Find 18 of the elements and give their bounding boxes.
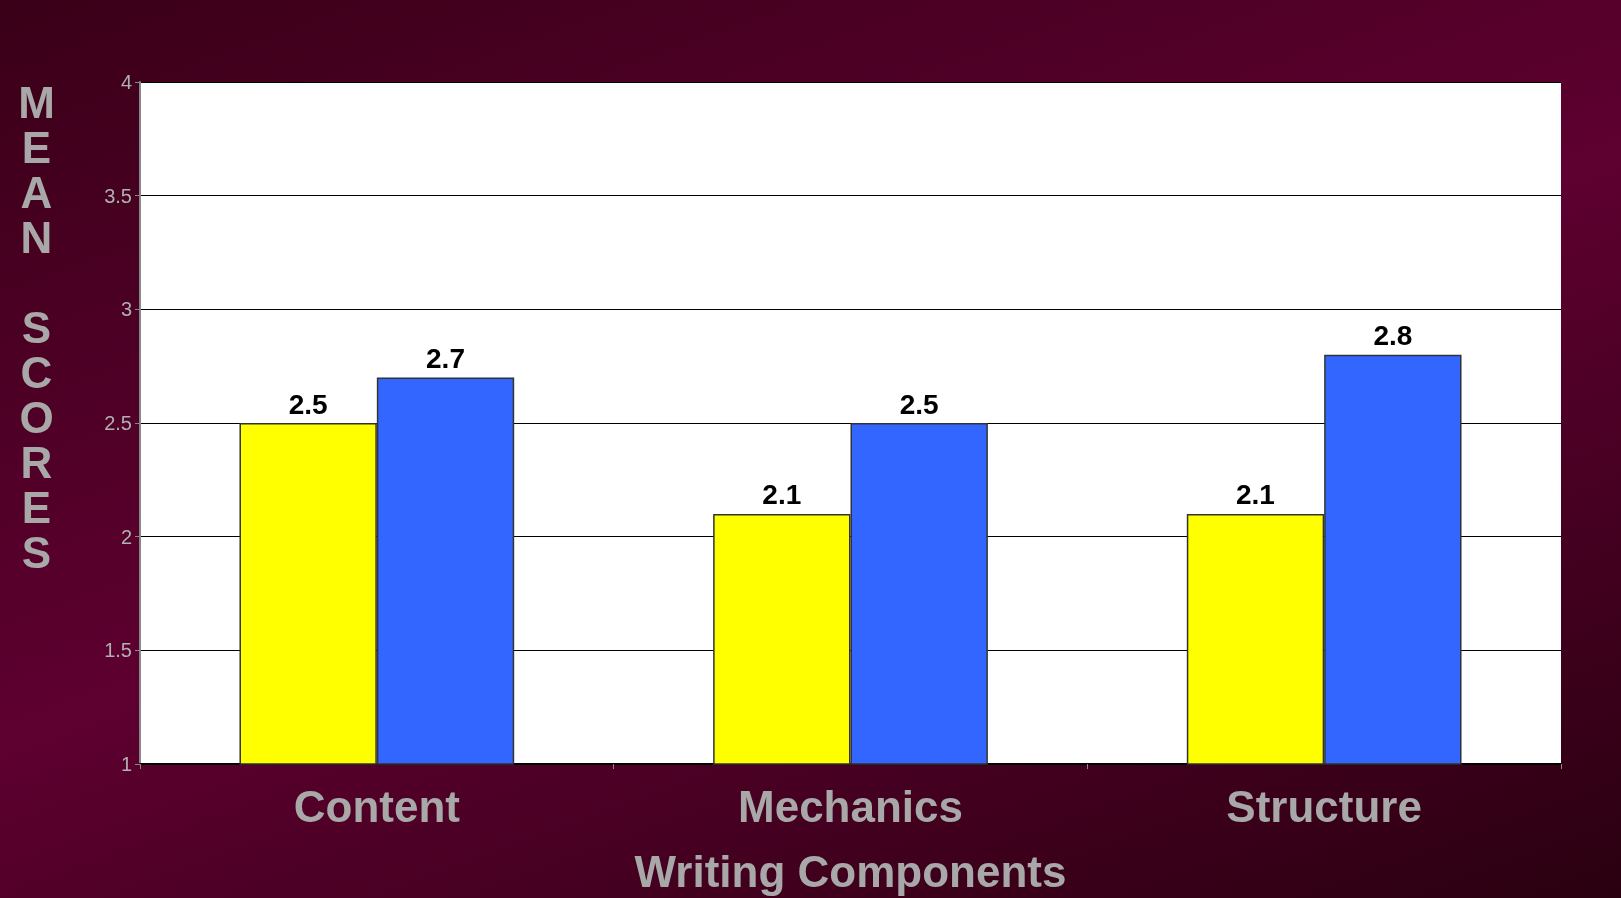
y-tick-label: 4 — [120, 71, 132, 93]
x-tick-label: Mechanics — [738, 781, 963, 831]
y-tick-label: 2.5 — [104, 412, 132, 434]
y-tick-label: 1.5 — [104, 639, 132, 662]
x-axis-title: Writing Components — [634, 846, 1067, 896]
data-label: 2.1 — [762, 479, 802, 511]
data-label: 2.5 — [899, 388, 939, 420]
data-label: 2.7 — [426, 343, 465, 375]
x-tick-label: Structure — [1226, 781, 1422, 831]
data-label: 2.1 — [1236, 479, 1275, 511]
y-tick-label: 2 — [120, 525, 132, 548]
x-tick-label: Content — [293, 781, 461, 831]
y-axis-title: MEAN SCORES — [12, 78, 61, 573]
data-label: 2.5 — [288, 388, 328, 420]
data-label: 2.8 — [1373, 320, 1413, 352]
y-tick-label: 3.5 — [104, 184, 132, 207]
y-tick-label: 3 — [120, 298, 132, 321]
y-tick-label: 1 — [120, 753, 132, 775]
